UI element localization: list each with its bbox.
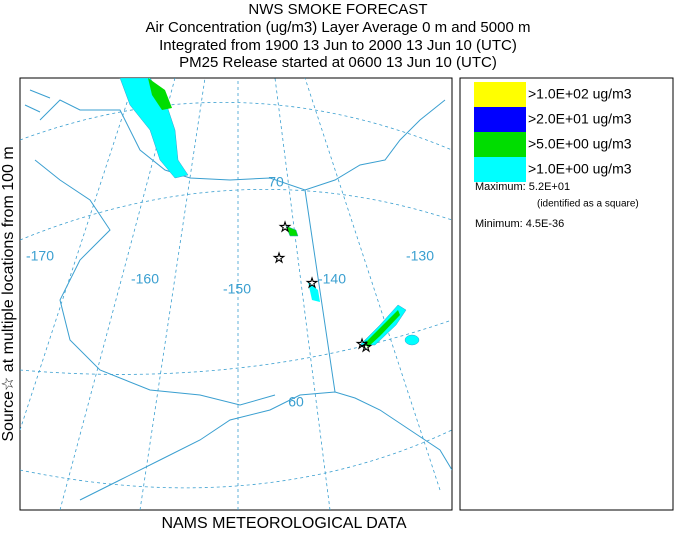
graticule <box>304 78 441 491</box>
side-label: Source☆ at multiple locations from 100 m <box>0 146 17 441</box>
legend: >1.0E+02 ug/m3 >2.0E+01 ug/m3 >5.0E+00 ug/… <box>459 77 674 511</box>
svg-text:☆: ☆ <box>279 219 292 235</box>
graticule <box>139 78 206 510</box>
graticule <box>59 78 176 510</box>
legend-items: >1.0E+02 ug/m3 >2.0E+01 ug/m3 >5.0E+00 ug/… <box>474 82 632 182</box>
maximum-note: (identified as a square) <box>537 199 639 210</box>
map-label: -160 <box>131 271 159 287</box>
graticule <box>20 319 452 375</box>
footer: NAMS METEOROLOGICAL DATA <box>161 515 406 532</box>
legend-label: >5.0E+00 ug/m3 <box>528 136 632 152</box>
legend-swatch <box>474 82 526 107</box>
legend-label: >1.0E+02 ug/m3 <box>528 86 632 102</box>
legend-swatch <box>474 132 526 157</box>
plume <box>364 310 400 347</box>
map-label: -150 <box>223 281 251 297</box>
map-frame <box>19 77 453 511</box>
coastline <box>24 89 452 501</box>
plume <box>308 282 320 302</box>
title: NWS SMOKE FORECAST <box>248 1 427 18</box>
maximum: Maximum: 5.2E+01 <box>475 181 570 193</box>
legend-label: >1.0E+00 ug/m3 <box>528 161 632 177</box>
plume <box>404 334 420 346</box>
map-label: -170 <box>26 248 54 264</box>
svg-text:☆: ☆ <box>273 250 286 266</box>
svg-text:☆: ☆ <box>306 275 319 291</box>
plume <box>148 78 172 110</box>
map-label: -140 <box>318 271 346 287</box>
svg-text:☆: ☆ <box>360 339 373 355</box>
svg-text:☆: ☆ <box>356 336 369 352</box>
map-labels: -170 -160 -150 -140 -130 70 60 <box>26 174 434 410</box>
map-label: 70 <box>268 174 284 190</box>
graticule <box>274 78 331 510</box>
legend-swatch <box>474 107 526 132</box>
map-label: -130 <box>406 248 434 264</box>
subtitle: Integrated from 1900 13 Jun to 2000 13 J… <box>159 37 517 54</box>
subtitle: PM25 Release started at 0600 13 Jun 10 (… <box>179 54 497 71</box>
legend-swatch <box>474 157 526 182</box>
sources: ☆☆☆ ☆☆ <box>272 218 373 355</box>
graticule <box>20 101 452 151</box>
plume <box>285 225 299 237</box>
map-label: 60 <box>288 394 304 410</box>
header: NWS SMOKE FORECAST Air Concentration (ug… <box>146 1 531 71</box>
legend-label: >2.0E+01 ug/m3 <box>528 111 632 127</box>
graticule <box>20 78 136 431</box>
minimum: Minimum: 4.5E-36 <box>475 218 564 230</box>
subtitle: Air Concentration (ug/m3) Layer Average … <box>146 19 531 36</box>
graticule <box>20 429 452 489</box>
